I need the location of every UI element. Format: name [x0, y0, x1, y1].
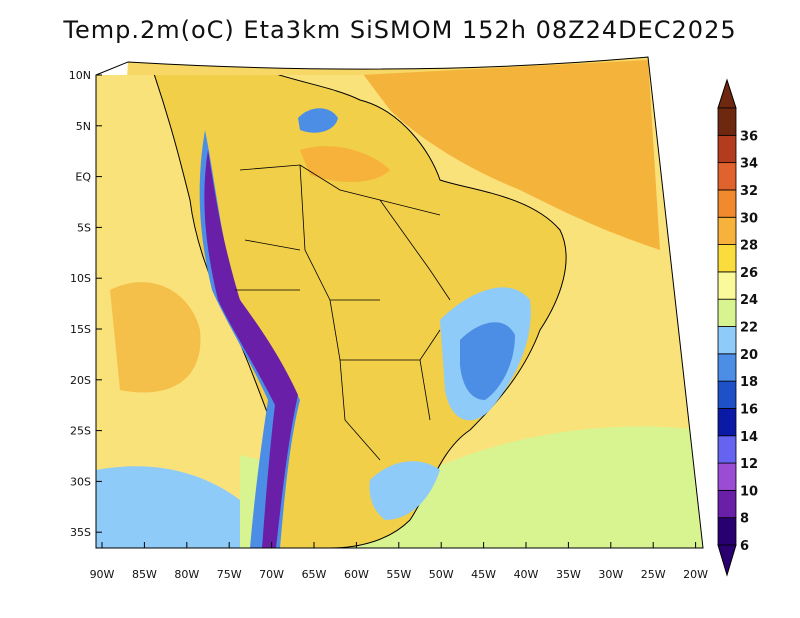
colorbar-swatch [717, 489, 737, 519]
lon-label: 55W [386, 568, 411, 581]
colorbar-swatch [717, 408, 737, 437]
amazon-warm [300, 146, 390, 182]
lat-label: 5S [77, 221, 91, 234]
colorbar-swatch [717, 462, 737, 491]
colorbar-label: 12 [740, 457, 758, 472]
lon-label: 80W [174, 568, 199, 581]
se-brazil-colder [460, 322, 515, 400]
colorbar-label: 10 [740, 484, 758, 499]
colorbar-label: 36 [740, 129, 758, 144]
colorbar-label: 34 [740, 157, 758, 172]
lat-label: EQ [75, 171, 91, 184]
colorbar-bottom-arrow [717, 544, 737, 577]
colorbar-swatch [717, 271, 737, 300]
lon-label: 40W [514, 568, 539, 581]
lon-label: 75W [217, 568, 242, 581]
colorbar: 6 8 10 12 14 16 18 20 22 24 26 28 30 32 34 36 [717, 78, 758, 577]
colorbar-swatch [717, 216, 737, 245]
lon-label: 35W [556, 568, 581, 581]
lon-label: 25W [641, 568, 666, 581]
latitude-axis: 10N 5N EQ 5S 10S 15S 20S 25S 30S 35S [69, 69, 102, 539]
colorbar-swatch [717, 134, 737, 164]
lat-label: 10N [69, 69, 91, 82]
lon-label: 50W [429, 568, 454, 581]
colorbar-label: 30 [740, 211, 758, 226]
cool-south-atlantic [400, 426, 703, 548]
country-borders [235, 164, 451, 461]
colorbar-label: 6 [740, 539, 749, 554]
lon-label: 70W [259, 568, 284, 581]
colorbar-swatch [717, 380, 737, 409]
lon-label: 65W [302, 568, 327, 581]
lat-label: 5N [76, 120, 91, 133]
warm-pacific-east [110, 282, 201, 393]
lat-label: 10S [70, 272, 91, 285]
colorbar-swatch [717, 298, 737, 327]
colorbar-label: 16 [740, 402, 758, 417]
guiana-highlands [298, 108, 338, 133]
lat-label: 35S [70, 526, 91, 539]
south-brazil-cool [369, 461, 440, 520]
lon-label: 90W [90, 568, 115, 581]
lon-label: 60W [344, 568, 369, 581]
lon-label: 45W [471, 568, 496, 581]
warm-atlantic-north [360, 60, 660, 250]
colorbar-swatch [717, 435, 737, 464]
lat-label: 30S [70, 475, 91, 488]
colorbar-swatch [717, 353, 737, 382]
colorbar-swatch [717, 189, 737, 218]
colorbar-label: 24 [740, 293, 758, 308]
lat-label: 20S [70, 374, 91, 387]
colorbar-label: 28 [740, 239, 758, 254]
longitude-axis: 90W 85W 80W 75W 70W 65W 60W 55W 50W 45W 40W 35W 30W 2… [90, 542, 708, 581]
map-title: Temp.2m(oC) Eta3km SiSMOM 152h 08Z24DEC2… [63, 16, 737, 44]
colorbar-swatch [717, 326, 737, 355]
colorbar-swatch [717, 244, 737, 273]
colorbar-label: 20 [740, 348, 758, 363]
colorbar-swatch [717, 517, 737, 546]
colorbar-top-arrow [717, 78, 737, 109]
cool-south-pacific [96, 466, 240, 548]
lon-label: 30W [598, 568, 623, 581]
andes-very-cold [204, 150, 298, 548]
colorbar-swatch [717, 107, 737, 136]
colorbar-label: 14 [740, 430, 758, 445]
colorbar-label: 26 [740, 266, 758, 281]
map-outline [95, 56, 704, 549]
colorbar-label: 18 [740, 375, 758, 390]
colorbar-label: 32 [740, 184, 758, 199]
lat-label: 25S [70, 425, 91, 438]
lon-label: 20W [683, 568, 708, 581]
lon-label: 85W [132, 568, 157, 581]
lat-label: 15S [70, 323, 91, 336]
colorbar-label: 22 [740, 321, 758, 336]
temperature-field [96, 60, 703, 548]
colorbar-swatch [717, 162, 737, 191]
colorbar-label: 8 [740, 512, 749, 527]
